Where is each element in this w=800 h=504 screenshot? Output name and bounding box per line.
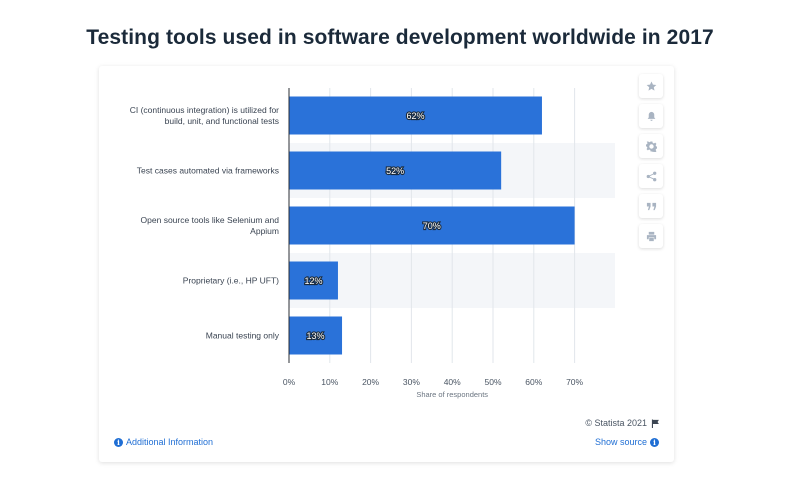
x-tick-label: 40% — [444, 377, 461, 387]
bar-chart: 62% CI (continuous integration) is utiliz… — [130, 88, 615, 399]
x-tick-label: 30% — [403, 377, 420, 387]
flag-icon — [651, 418, 659, 428]
page-title: Testing tools used in software developme… — [86, 26, 714, 49]
x-tick-label: 60% — [525, 377, 542, 387]
x-tick-label: 0% — [283, 377, 296, 387]
bar-value-label: 12% — [304, 276, 322, 286]
category-label: Manual testing only — [206, 331, 280, 341]
settings-button[interactable] — [639, 134, 663, 158]
favorite-button[interactable] — [639, 74, 663, 98]
category-label-line: Proprietary (i.e., HP UFT) — [183, 276, 279, 286]
bar — [289, 316, 343, 355]
bar-value-label: 52% — [386, 166, 404, 176]
gear-icon — [645, 140, 657, 152]
bar-value-label: 62% — [406, 111, 424, 121]
print-icon — [646, 231, 656, 241]
bar — [289, 261, 338, 300]
show-source-label: Show source — [594, 437, 647, 447]
category-label-line: build, unit, and functional tests — [165, 116, 279, 126]
print-button[interactable] — [639, 224, 663, 248]
category-label: Open source tools like Selenium and Appiu… — [141, 215, 280, 236]
bar — [289, 206, 575, 245]
x-tick-label: 20% — [362, 377, 379, 387]
notification-button[interactable] — [639, 104, 663, 128]
category-label-line: Open source tools like Selenium and — [141, 215, 280, 225]
bar — [289, 96, 542, 135]
category-label: Test cases automated via frameworks — [137, 166, 279, 176]
bell-icon — [647, 111, 655, 121]
chart-toolbar — [639, 74, 665, 254]
bar — [289, 151, 502, 190]
info-icon: i — [114, 437, 123, 447]
share-icon — [646, 171, 656, 181]
show-source-link[interactable]: Show source i — [595, 437, 659, 447]
additional-information-label: Additional Information — [126, 437, 214, 447]
bar-value-label: 13% — [307, 331, 325, 341]
x-tick-label: 50% — [484, 377, 501, 387]
category-label-line: Appium — [250, 226, 279, 236]
additional-information-link[interactable]: i Additional Information — [114, 437, 213, 447]
category-label-line: CI (continuous integration) is utilized … — [130, 105, 279, 115]
category-label: Proprietary (i.e., HP UFT) — [183, 276, 279, 286]
x-tick-label: 10% — [321, 377, 338, 387]
category-label: CI (continuous integration) is utilized … — [130, 105, 279, 126]
category-label-line: Test cases automated via frameworks — [137, 166, 279, 176]
quote-icon — [646, 202, 656, 210]
cite-button[interactable] — [639, 194, 663, 218]
bar-value-label: 70% — [423, 221, 441, 231]
copyright-text: © Statista 2021 — [585, 418, 647, 428]
x-tick-label: 70% — [566, 377, 583, 387]
copyright: © Statista 2021 — [585, 418, 660, 428]
info-icon: i — [650, 437, 659, 447]
star-icon — [646, 80, 656, 91]
chart-card: 62% CI (continuous integration) is utiliz… — [99, 66, 674, 462]
category-label-line: Manual testing only — [206, 331, 280, 341]
share-button[interactable] — [639, 164, 663, 188]
x-axis-title: Share of respondents — [416, 390, 488, 399]
